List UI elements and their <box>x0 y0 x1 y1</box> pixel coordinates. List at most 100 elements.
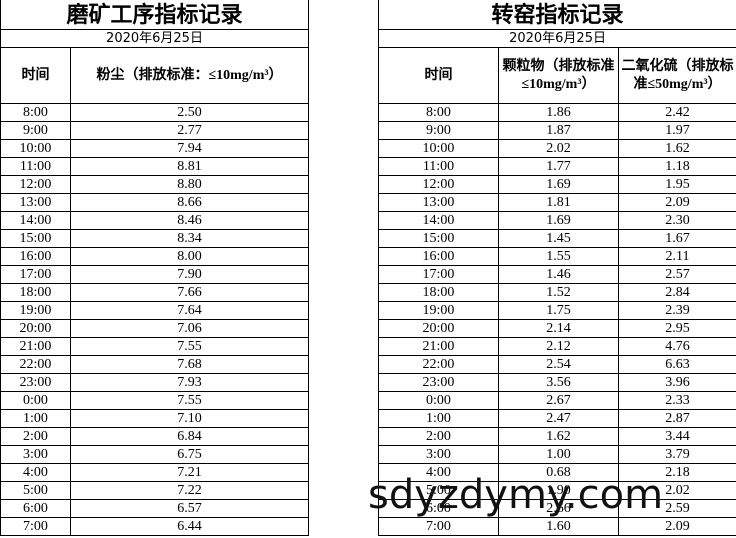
value-cell: 2.11 <box>617 247 736 266</box>
time-cell: 18:00 <box>378 283 499 302</box>
time-cell: 5:00 <box>0 481 71 500</box>
time-cell: 9:00 <box>378 121 499 140</box>
value-cell: 8.80 <box>69 175 310 194</box>
value-cell: 3.79 <box>617 445 736 464</box>
value-cell: 1.18 <box>617 157 736 176</box>
value-cell: 8.66 <box>69 193 310 212</box>
table-row: 21:00 7.55 <box>0 337 310 356</box>
table-title: 磨矿工序指标记录 <box>0 0 310 30</box>
time-cell: 8:00 <box>0 103 71 122</box>
value-cell: 6.63 <box>617 355 736 374</box>
value-cell: 2.57 <box>617 265 736 284</box>
value-cell: 2.09 <box>617 193 736 212</box>
time-cell: 23:00 <box>0 373 71 392</box>
time-cell: 9:00 <box>0 121 71 140</box>
value-cell: 7.22 <box>69 481 310 500</box>
table-row: 2020年6月25日 <box>0 29 310 48</box>
value-cell: 1.86 <box>498 103 619 122</box>
time-cell: 10:00 <box>378 139 499 158</box>
table-row: 22:00 7.68 <box>0 355 310 374</box>
table-row: 21:00 2.12 4.76 <box>378 337 736 356</box>
value-cell: 7.10 <box>69 409 310 428</box>
table-row: 8:00 2.50 <box>0 103 310 122</box>
value-cell: 2.87 <box>617 409 736 428</box>
table-row: 12:00 1.69 1.95 <box>378 175 736 194</box>
value-cell: 1.52 <box>498 283 619 302</box>
table-title: 转窑指标记录 <box>377 0 736 30</box>
table-row: 18:00 1.52 2.84 <box>378 283 736 302</box>
time-cell: 19:00 <box>378 301 499 320</box>
value-cell: 2.84 <box>617 283 736 302</box>
value-cell: 1.97 <box>617 121 736 140</box>
table-date: 2020年6月25日 <box>377 29 736 48</box>
time-cell: 15:00 <box>378 229 499 248</box>
value-cell: 7.06 <box>69 319 310 338</box>
table-row: 7:00 6.44 <box>0 517 310 536</box>
table-row: 10:00 7.94 <box>0 139 310 158</box>
time-cell: 16:00 <box>0 247 71 266</box>
time-cell: 3:00 <box>0 445 71 464</box>
table-row: 7:00 1.60 2.09 <box>378 517 736 536</box>
value-cell: 2.67 <box>498 391 619 410</box>
time-cell: 14:00 <box>378 211 499 230</box>
value-cell: 2.95 <box>617 319 736 338</box>
time-cell: 11:00 <box>378 157 499 176</box>
value-cell: 1.62 <box>617 139 736 158</box>
value-cell: 1.46 <box>498 265 619 284</box>
table-row: 5:00 1.90 2.02 <box>378 481 736 500</box>
value-cell: 2.14 <box>498 319 619 338</box>
table-row: 时间 颗粒物（排放标准≤10mg/m³） 二氧化硫（排放标准≤50mg/m³） <box>378 47 736 104</box>
value-cell: 2.77 <box>69 121 310 140</box>
value-cell: 3.96 <box>617 373 736 392</box>
column-header: 二氧化硫（排放标准≤50mg/m³） <box>617 47 736 104</box>
table-row: 9:00 1.87 1.97 <box>378 121 736 140</box>
value-cell: 7.90 <box>69 265 310 284</box>
table-row: 5:00 7.22 <box>0 481 310 500</box>
time-cell: 16:00 <box>378 247 499 266</box>
table-row: 4:00 7.21 <box>0 463 310 482</box>
table-date: 2020年6月25日 <box>0 29 310 48</box>
table-row: 13:00 1.81 2.09 <box>378 193 736 212</box>
value-cell: 8.46 <box>69 211 310 230</box>
table-row: 2:00 1.62 3.44 <box>378 427 736 446</box>
time-cell: 2:00 <box>378 427 499 446</box>
table-row: 22:00 2.54 6.63 <box>378 355 736 374</box>
table-row: 11:00 1.77 1.18 <box>378 157 736 176</box>
table-row: 1:00 7.10 <box>0 409 310 428</box>
value-cell: 6.84 <box>69 427 310 446</box>
value-cell: 2.54 <box>498 355 619 374</box>
value-cell: 6.44 <box>69 517 310 536</box>
time-cell: 4:00 <box>0 463 71 482</box>
table-row: 19:00 7.64 <box>0 301 310 320</box>
value-cell: 7.93 <box>69 373 310 392</box>
time-cell: 1:00 <box>0 409 71 428</box>
table-row: 8:00 1.86 2.42 <box>378 103 736 122</box>
time-cell: 13:00 <box>0 193 71 212</box>
value-cell: 2.09 <box>617 517 736 536</box>
right-table: 转窑指标记录 2020年6月25日 时间 颗粒物（排放标准≤10mg/m³） 二氧化硫（… <box>377 0 736 536</box>
time-cell: 0:00 <box>378 391 499 410</box>
time-cell: 13:00 <box>378 193 499 212</box>
value-cell: 2.33 <box>617 391 736 410</box>
time-cell: 14:00 <box>0 211 71 230</box>
value-cell: 2.39 <box>617 301 736 320</box>
time-cell: 22:00 <box>378 355 499 374</box>
time-cell: 7:00 <box>0 517 71 536</box>
table-row: 3:00 1.00 3.79 <box>378 445 736 464</box>
column-header: 时间 <box>378 47 499 104</box>
time-cell: 6:00 <box>0 499 71 518</box>
time-cell: 22:00 <box>0 355 71 374</box>
value-cell: 1.75 <box>498 301 619 320</box>
value-cell: 8.00 <box>69 247 310 266</box>
value-cell: 7.66 <box>69 283 310 302</box>
value-cell: 2.12 <box>498 337 619 356</box>
time-cell: 21:00 <box>0 337 71 356</box>
table-row: 2:00 6.84 <box>0 427 310 446</box>
value-cell: 1.69 <box>498 211 619 230</box>
table-row: 17:00 7.90 <box>0 265 310 284</box>
value-cell: 1.55 <box>498 247 619 266</box>
value-cell: 2.42 <box>617 103 736 122</box>
time-cell: 11:00 <box>0 157 71 176</box>
value-cell: 1.69 <box>498 175 619 194</box>
time-cell: 18:00 <box>0 283 71 302</box>
